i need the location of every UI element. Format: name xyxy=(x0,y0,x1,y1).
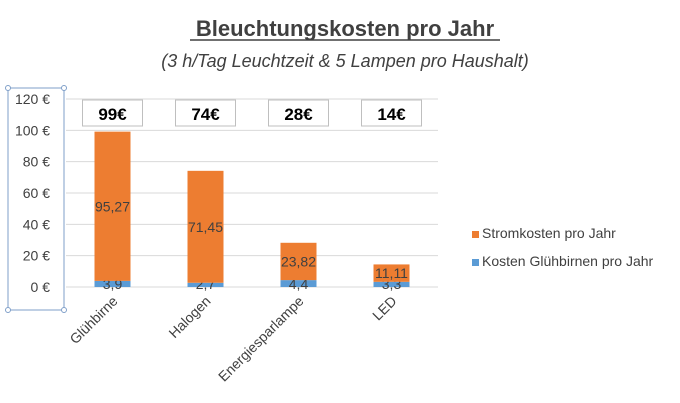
legend-swatch xyxy=(472,259,479,266)
total-label-box xyxy=(361,99,422,127)
selection-handle[interactable] xyxy=(5,85,11,91)
y-tick-label: 0 € xyxy=(31,279,51,295)
bar-segment xyxy=(94,131,131,281)
bar-segment xyxy=(94,280,131,287)
y-tick-label: 40 € xyxy=(23,216,50,232)
bar-segment xyxy=(280,242,317,281)
legend-swatch xyxy=(472,231,479,238)
category-label: Energiesparlampe xyxy=(215,293,307,385)
bar-segment xyxy=(280,280,317,287)
data-label: 23,82 xyxy=(281,253,316,269)
chart-subtitle: (3 h/Tag Leuchtzeit & 5 Lampen pro Haush… xyxy=(161,51,529,71)
bar-segment xyxy=(373,264,410,282)
bar-segment xyxy=(187,282,224,287)
bars: 3,995,272,771,454,423,823,311,11 xyxy=(94,131,410,292)
data-label: 95,27 xyxy=(95,198,130,214)
y-axis-selection-box[interactable] xyxy=(7,87,65,311)
selection-handle[interactable] xyxy=(5,307,11,313)
category-label: LED xyxy=(369,293,400,324)
bar-segment xyxy=(187,170,224,283)
bar-segment xyxy=(373,281,410,287)
total-label: 99€ xyxy=(98,105,127,124)
data-label: 11,11 xyxy=(375,265,408,281)
total-label: 14€ xyxy=(377,105,406,124)
chart-title: Bleuchtungskosten pro Jahr xyxy=(196,16,495,41)
y-tick-label: 120 € xyxy=(15,91,50,107)
total-label-box xyxy=(82,99,143,127)
y-axis-ticks: 0 € 20 € 40 € 60 € 80 € 100 € 120 € xyxy=(15,91,50,295)
data-label: 71,45 xyxy=(188,219,223,235)
legend-label: Kosten Glühbirnen pro Jahr xyxy=(482,253,654,269)
category-labels: Glühbirne Halogen Energiesparlampe LED xyxy=(66,293,399,385)
total-label-box xyxy=(175,99,236,127)
total-labels: 99€ 74€ 28€ 14€ xyxy=(82,99,422,127)
legend: Stromkosten pro Jahr Kosten Glühbirnen pr… xyxy=(472,225,654,269)
y-tick-label: 60 € xyxy=(23,185,50,201)
selection-handle[interactable] xyxy=(61,307,67,313)
y-tick-label: 100 € xyxy=(15,122,50,138)
selection-handle[interactable] xyxy=(61,85,67,91)
legend-label: Stromkosten pro Jahr xyxy=(482,225,616,241)
total-label-box xyxy=(268,99,329,127)
y-tick-label: 80 € xyxy=(23,154,50,170)
y-tick-label: 20 € xyxy=(23,248,50,264)
total-label: 74€ xyxy=(191,105,220,124)
total-label: 28€ xyxy=(284,105,313,124)
category-label: Glühbirne xyxy=(66,293,120,347)
category-label: Halogen xyxy=(165,293,213,341)
